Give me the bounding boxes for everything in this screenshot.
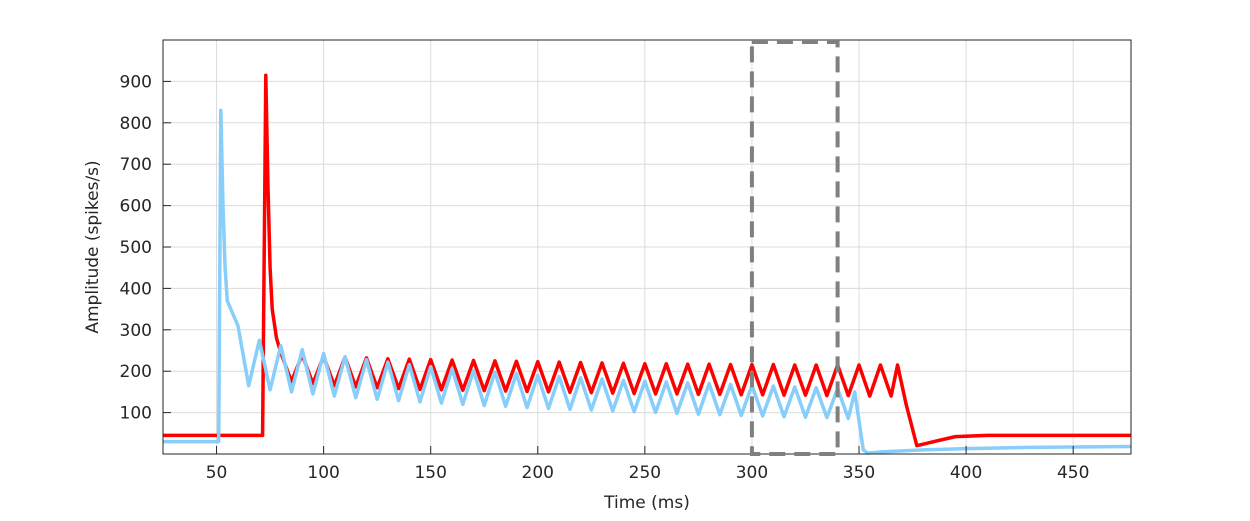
y-axis-label: Amplitude (spikes/s) bbox=[83, 160, 103, 333]
ticks: 50 100 150 200 250 300 350 400 450 100 200 300 400 50… bbox=[120, 72, 1090, 483]
line-series bbox=[163, 108, 1132, 455]
y-tick-label: 300 bbox=[120, 321, 152, 341]
x-tick-label: 300 bbox=[736, 463, 768, 483]
x-tick-label: 200 bbox=[522, 463, 554, 483]
y-tick-label: 400 bbox=[120, 279, 152, 299]
y-tick-label: 600 bbox=[120, 197, 152, 217]
y-tick-label: 100 bbox=[120, 404, 152, 424]
highlight-window bbox=[749, 40, 840, 456]
y-tick-label: 700 bbox=[120, 155, 152, 175]
y-tick-label: 800 bbox=[120, 114, 152, 134]
x-tick-label: 400 bbox=[950, 463, 982, 483]
y-tick-label: 200 bbox=[120, 362, 152, 382]
y-tick-label: 900 bbox=[120, 72, 152, 92]
y-tick-label: 500 bbox=[120, 238, 152, 258]
x-tick-label: 450 bbox=[1057, 463, 1089, 483]
x-axis-label: Time (ms) bbox=[603, 493, 690, 513]
x-tick-label: 100 bbox=[307, 463, 339, 483]
x-tick-label: 350 bbox=[843, 463, 875, 483]
x-tick-label: 50 bbox=[206, 463, 228, 483]
x-tick-label: 150 bbox=[414, 463, 446, 483]
x-tick-label: 250 bbox=[629, 463, 661, 483]
